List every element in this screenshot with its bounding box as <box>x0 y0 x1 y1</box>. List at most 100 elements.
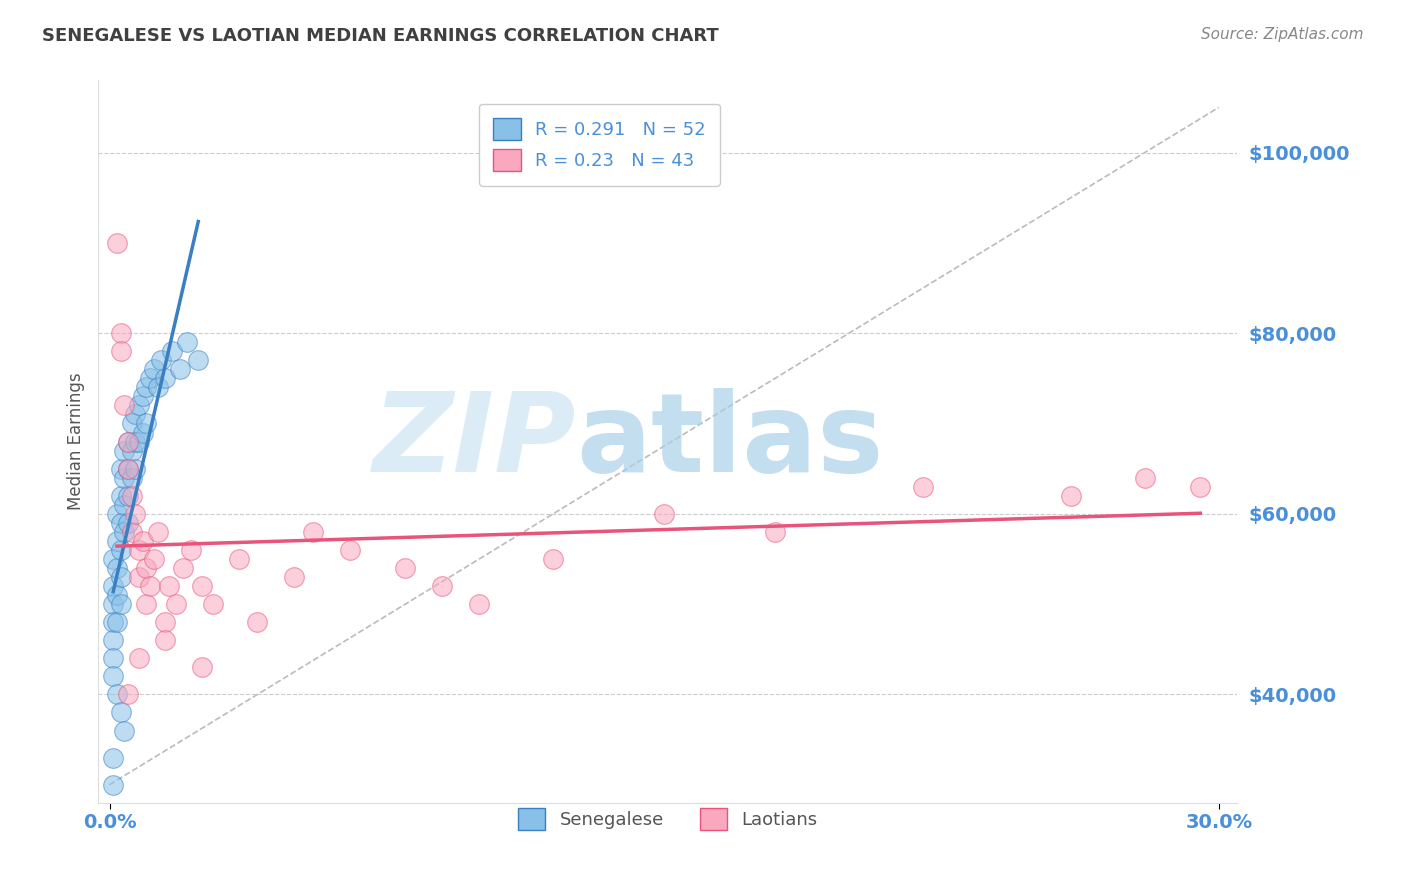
Point <box>228 552 250 566</box>
Point <box>246 615 269 630</box>
Point <box>112 498 135 512</box>
Point <box>103 552 125 566</box>
Point <box>172 561 194 575</box>
Point <box>117 461 139 475</box>
Point <box>110 570 132 584</box>
Text: SENEGALESE VS LAOTIAN MEDIAN EARNINGS CORRELATION CHART: SENEGALESE VS LAOTIAN MEDIAN EARNINGS CO… <box>42 27 718 45</box>
Point <box>432 579 454 593</box>
Point <box>652 507 675 521</box>
Point <box>135 380 157 394</box>
Point <box>191 579 214 593</box>
Point <box>110 542 132 557</box>
Point <box>112 524 135 539</box>
Point <box>103 778 125 792</box>
Point <box>105 588 128 602</box>
Point <box>121 471 143 485</box>
Point <box>110 516 132 530</box>
Point <box>1060 489 1083 503</box>
Point <box>153 615 176 630</box>
Point <box>110 461 132 475</box>
Point <box>187 353 209 368</box>
Point <box>157 579 180 593</box>
Point <box>128 542 150 557</box>
Point <box>283 570 305 584</box>
Point <box>139 371 162 385</box>
Point <box>339 542 361 557</box>
Point <box>176 335 198 350</box>
Point <box>139 579 162 593</box>
Point <box>103 669 125 683</box>
Point <box>105 533 128 548</box>
Point <box>124 434 146 449</box>
Point <box>135 561 157 575</box>
Point <box>128 434 150 449</box>
Point <box>117 434 139 449</box>
Point <box>165 597 187 611</box>
Point <box>124 507 146 521</box>
Legend: Senegalese, Laotians: Senegalese, Laotians <box>510 801 825 837</box>
Point <box>117 434 139 449</box>
Point <box>112 443 135 458</box>
Point <box>132 389 155 403</box>
Point <box>103 750 125 764</box>
Point <box>121 417 143 431</box>
Point <box>394 561 416 575</box>
Point <box>110 489 132 503</box>
Point <box>302 524 325 539</box>
Point <box>110 597 132 611</box>
Point <box>105 507 128 521</box>
Point <box>1189 480 1212 494</box>
Point <box>121 489 143 503</box>
Point <box>162 344 184 359</box>
Point <box>135 417 157 431</box>
Point <box>112 398 135 412</box>
Point <box>169 362 191 376</box>
Point <box>103 651 125 665</box>
Point <box>128 570 150 584</box>
Point <box>121 443 143 458</box>
Point <box>124 461 146 475</box>
Point <box>541 552 564 566</box>
Text: Source: ZipAtlas.com: Source: ZipAtlas.com <box>1201 27 1364 42</box>
Point <box>110 344 132 359</box>
Point <box>117 687 139 701</box>
Point <box>911 480 934 494</box>
Point <box>105 561 128 575</box>
Text: atlas: atlas <box>576 388 884 495</box>
Point <box>110 326 132 341</box>
Point <box>763 524 786 539</box>
Point <box>146 380 169 394</box>
Point <box>150 353 173 368</box>
Point <box>146 524 169 539</box>
Point <box>132 425 155 440</box>
Point <box>132 533 155 548</box>
Point <box>153 633 176 648</box>
Point <box>103 615 125 630</box>
Point <box>112 471 135 485</box>
Point <box>180 542 202 557</box>
Point <box>112 723 135 738</box>
Text: ZIP: ZIP <box>373 388 576 495</box>
Point <box>117 516 139 530</box>
Point <box>142 362 165 376</box>
Point <box>121 524 143 539</box>
Point <box>110 706 132 720</box>
Point <box>117 461 139 475</box>
Point <box>103 633 125 648</box>
Point <box>105 235 128 250</box>
Point <box>135 597 157 611</box>
Point <box>128 398 150 412</box>
Point <box>128 651 150 665</box>
Point <box>1133 471 1156 485</box>
Point <box>117 489 139 503</box>
Point <box>105 615 128 630</box>
Point <box>153 371 176 385</box>
Y-axis label: Median Earnings: Median Earnings <box>66 373 84 510</box>
Point <box>103 579 125 593</box>
Point <box>468 597 491 611</box>
Point <box>191 660 214 674</box>
Point <box>103 597 125 611</box>
Point <box>124 408 146 422</box>
Point <box>142 552 165 566</box>
Point <box>202 597 225 611</box>
